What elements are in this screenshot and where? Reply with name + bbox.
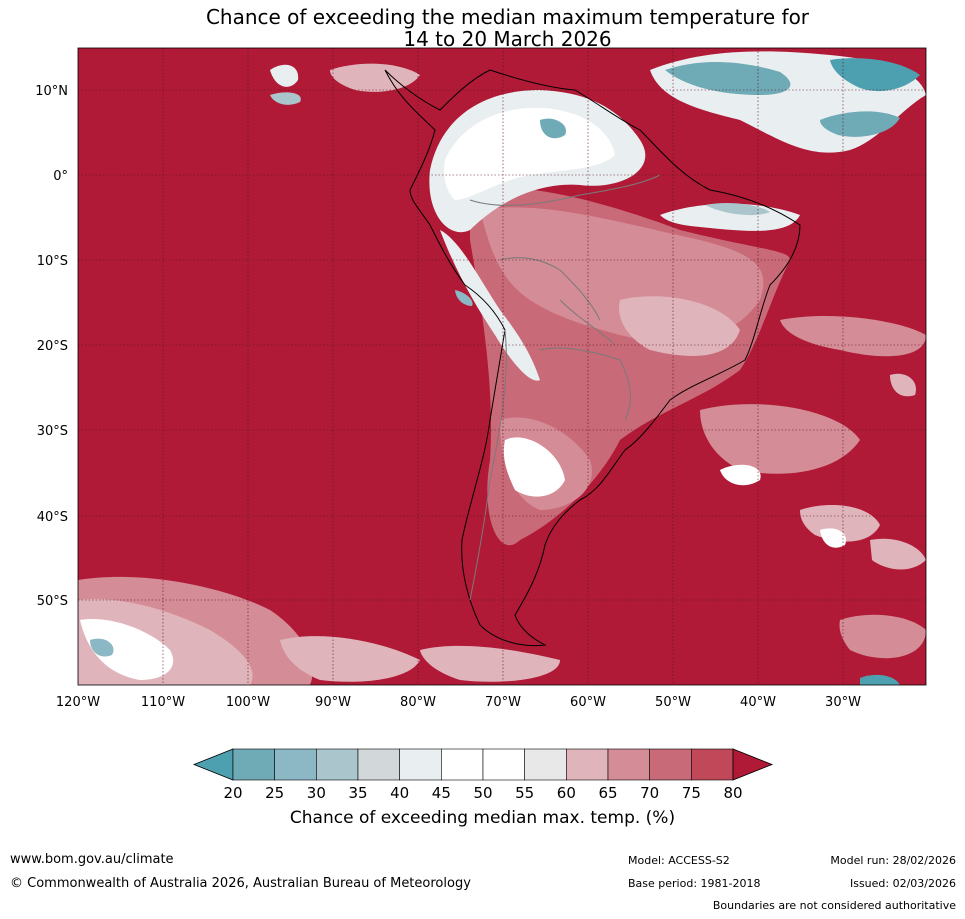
colorbar-tick-label: 35: [348, 784, 367, 802]
longitude-label: 60°W: [570, 695, 606, 710]
colorbar-tick-label: 45: [432, 784, 451, 802]
longitude-label: 100°W: [226, 695, 270, 710]
colorbar-bin: [316, 748, 359, 781]
colorbar-tick-label: 40: [390, 784, 409, 802]
country-borders: [469, 174, 661, 601]
colorbar-bin: [357, 748, 400, 781]
base-period-text: Base period: 1981-2018: [628, 877, 761, 890]
colorbar-tick-label: 60: [557, 784, 576, 802]
graticule: [78, 48, 926, 685]
colorbar-tick-label: 55: [515, 784, 534, 802]
longitude-label: 90°W: [315, 695, 351, 710]
model-text: Model: ACCESS-S2: [628, 854, 730, 867]
latitude-label: 40°S: [37, 510, 68, 525]
colorbar: 20 25 30 35 40 45 50 55 60 65 70 75 80: [192, 748, 774, 802]
colorbar-bin: [441, 748, 484, 781]
map-frame: [77, 47, 927, 686]
latitude-label: 30°S: [37, 424, 68, 439]
longitude-label: 110°W: [141, 695, 185, 710]
longitude-label: 120°W: [56, 695, 100, 710]
colorbar-tick-label: 80: [723, 784, 742, 802]
colorbar-bin: [649, 748, 692, 781]
map-title-line1: Chance of exceeding the median maximum t…: [205, 5, 810, 29]
colorbar-bin: [274, 748, 317, 781]
colorbar-max-arrow: [732, 748, 774, 781]
model-run-text: Model run: 28/02/2026: [830, 854, 956, 867]
longitude-label: 70°W: [485, 695, 521, 710]
colorbar-tick-label: 75: [682, 784, 701, 802]
latitude-label: 10°N: [35, 84, 68, 99]
colorbar-tick-label: 65: [598, 784, 617, 802]
longitude-label: 50°W: [655, 695, 691, 710]
longitude-labels: 120°W 110°W 100°W 90°W 80°W 70°W 60°W 50°W 40°W 3…: [56, 695, 861, 710]
colorbar-bin: [691, 748, 734, 781]
colorbar-bin: [607, 748, 650, 781]
colorbar-bin: [399, 748, 442, 781]
issued-text: Issued: 02/03/2026: [849, 877, 956, 890]
colorbar-label: Chance of exceeding median max. temp. (%…: [289, 808, 676, 828]
colorbar-tick-label: 25: [265, 784, 284, 802]
copyright-text: © Commonwealth of Australia 2026, Austra…: [10, 876, 471, 891]
colorbar-bin: [482, 748, 525, 781]
colorbar-tick-label: 20: [223, 784, 242, 802]
latitude-label: 0°: [53, 169, 68, 184]
longitude-label: 30°W: [825, 695, 861, 710]
website-link[interactable]: www.bom.gov.au/climate: [10, 852, 174, 867]
latitude-label: 50°S: [37, 594, 68, 609]
colorbar-bin: [566, 748, 609, 781]
longitude-label: 40°W: [740, 695, 776, 710]
colorbar-tick-label: 30: [307, 784, 326, 802]
latitude-labels: 10°N 0° 10°S 20°S 30°S 40°S 50°S: [35, 84, 68, 609]
map-area: [78, 48, 926, 685]
colorbar-bin: [232, 748, 275, 781]
latitude-label: 20°S: [37, 339, 68, 354]
map-title-line2: 14 to 20 March 2026: [403, 27, 612, 51]
longitude-label: 80°W: [400, 695, 436, 710]
disclaimer-text: Boundaries are not considered authoritat…: [712, 899, 956, 912]
south-america-coastline: [384, 69, 801, 647]
colorbar-min-arrow: [192, 748, 234, 781]
colorbar-bin: [524, 748, 567, 781]
latitude-label: 10°S: [37, 254, 68, 269]
colorbar-tick-label: 70: [640, 784, 659, 802]
colorbar-tick-label: 50: [473, 784, 492, 802]
probability-shading: [78, 51, 926, 685]
